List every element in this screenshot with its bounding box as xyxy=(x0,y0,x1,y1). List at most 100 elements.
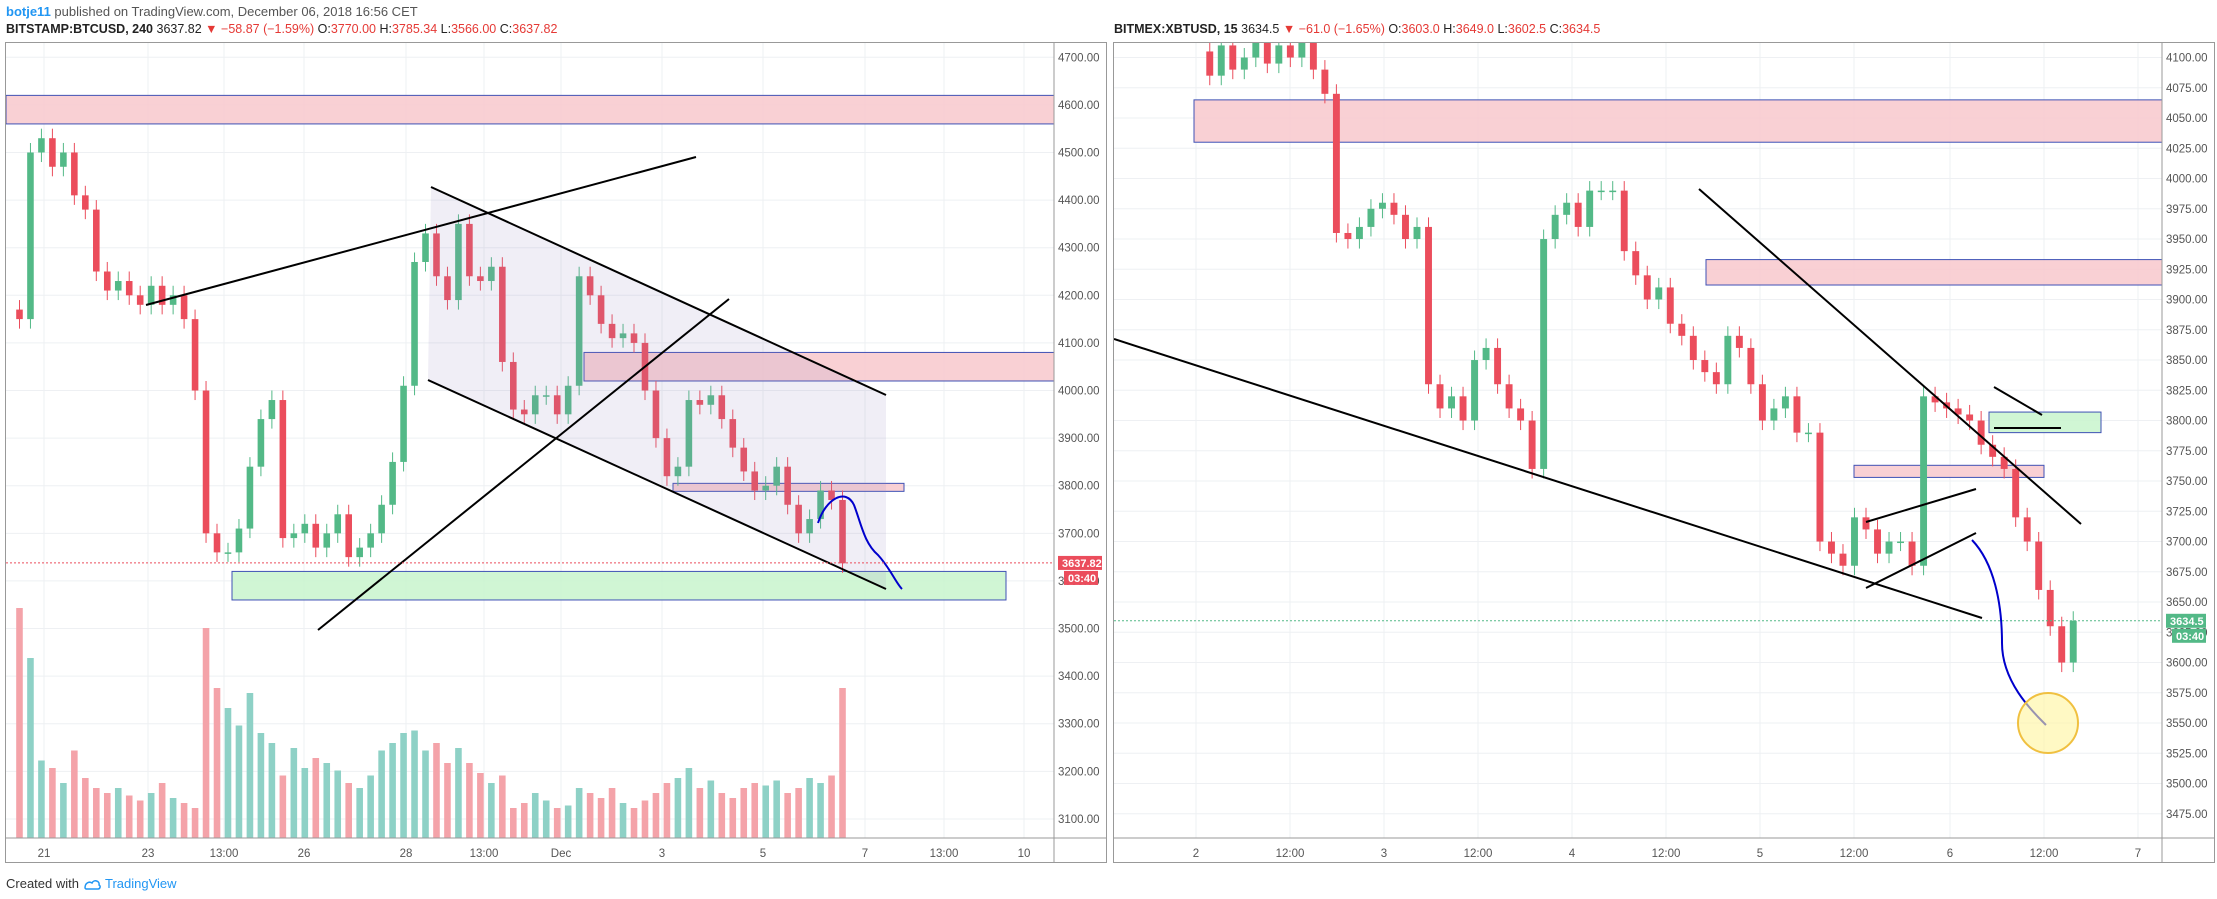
candle-body xyxy=(1851,517,1858,566)
candle-body xyxy=(1908,541,1916,566)
candle-body xyxy=(444,276,451,301)
candle-body xyxy=(367,533,374,548)
volume-bar xyxy=(817,783,824,838)
volume-bar xyxy=(564,805,572,838)
candle-body xyxy=(1309,39,1317,70)
price-tick-label: 4200.00 xyxy=(1058,290,1100,302)
volume-bar xyxy=(301,768,309,838)
right-time-tag-text: 03:40 xyxy=(2176,631,2204,643)
price-tick-label: 3100.00 xyxy=(1058,814,1100,826)
right-symbol[interactable]: BITMEX:XBTUSD, 15 xyxy=(1114,22,1238,36)
price-tick-label: 3925.00 xyxy=(2166,264,2208,276)
candle-body xyxy=(301,523,309,534)
right-chart-panel[interactable]: 3475.00 3500.00 3525.00 3550.00 3575.00 3600.… xyxy=(1113,23,2215,863)
volume-bar xyxy=(147,793,155,838)
candle-body xyxy=(93,209,100,272)
right-time-axis[interactable]: 2 12:00 3 12:00 4 12:00 5 12:00 6 12:00 7 xyxy=(1114,837,2214,860)
time-tick-label: 12:00 xyxy=(1276,848,1305,860)
time-tick-label: 13:00 xyxy=(210,848,239,860)
price-tick-label: 3600.00 xyxy=(2166,658,2208,670)
candle-body xyxy=(520,409,528,415)
candle-body xyxy=(1781,396,1789,409)
candle-body xyxy=(2023,517,2031,542)
volume-bar xyxy=(619,803,627,838)
right-chart[interactable]: 3475.00 3500.00 3525.00 3550.00 3575.00 3600.… xyxy=(1113,23,2214,862)
volume-bar xyxy=(795,788,802,838)
right-high: 3649.0 xyxy=(1455,22,1494,36)
time-tick-label: 13:00 xyxy=(470,848,499,860)
candle-body xyxy=(1505,384,1513,409)
time-tick-label: 13:00 xyxy=(930,848,959,860)
candle-body xyxy=(1804,432,1812,435)
volume-bar xyxy=(169,798,177,838)
volume-bar xyxy=(158,783,166,838)
left-last: 3637.82 xyxy=(156,22,202,36)
candle-body xyxy=(1701,360,1709,373)
candle-body xyxy=(1828,541,1835,554)
resistance-zone xyxy=(1705,259,2163,286)
volume-bar xyxy=(444,763,451,838)
candle-body xyxy=(1482,347,1490,361)
price-tick-label: 3875.00 xyxy=(2166,325,2208,337)
created-with-text: Created with xyxy=(6,876,79,891)
price-tick-label: 3500.00 xyxy=(2166,779,2208,791)
volume-bar xyxy=(828,775,835,838)
left-time-axis[interactable]: 21 23 13:00 26 28 13:00 Dec 3 5 7 13:00 10 xyxy=(6,837,1106,860)
volume-bar xyxy=(488,783,495,838)
candle-body xyxy=(1332,93,1340,233)
channel-bottom-line xyxy=(427,379,887,590)
volume-bar xyxy=(93,788,100,838)
candle-body xyxy=(290,533,298,539)
candle-body xyxy=(1874,529,1881,554)
candle-body xyxy=(1551,214,1559,240)
volume-bar xyxy=(784,793,791,838)
volume-bar xyxy=(400,733,407,838)
candle-body xyxy=(1597,190,1605,193)
candle-body xyxy=(1540,239,1548,469)
candle-body xyxy=(674,466,682,477)
candle-body xyxy=(1678,323,1686,336)
volume-bar xyxy=(389,743,396,838)
price-tick-label: 3975.00 xyxy=(2166,204,2208,216)
candle-body xyxy=(169,295,177,305)
volume-bar xyxy=(433,743,440,838)
candle-body xyxy=(1471,360,1479,421)
candle-body xyxy=(1816,432,1824,542)
candle-body xyxy=(1528,420,1536,469)
publish-info: published on TradingView.com, December 0… xyxy=(54,4,418,19)
candle-body xyxy=(1620,190,1628,252)
candle-body xyxy=(1367,208,1375,227)
candle-body xyxy=(334,514,342,534)
candle-body xyxy=(729,419,737,448)
candle-body xyxy=(136,295,144,305)
candle-body xyxy=(718,395,726,420)
volume-bar xyxy=(740,788,748,838)
candle-body xyxy=(1966,414,1974,421)
candle-body xyxy=(1689,335,1697,361)
author-name[interactable]: botje11 xyxy=(6,4,51,19)
volume-bar xyxy=(608,788,616,838)
candle-body xyxy=(1655,287,1663,300)
tradingview-link[interactable]: TradingView xyxy=(104,876,177,891)
candle-body xyxy=(1920,396,1928,566)
price-tick-label: 3850.00 xyxy=(2166,355,2208,367)
left-chart-panel[interactable]: 3100.003200.003300.003400.003500.003600.… xyxy=(5,42,1107,863)
price-tick-label: 4000.00 xyxy=(2166,174,2208,186)
price-tick-label: 3700.00 xyxy=(1058,528,1100,540)
left-drawings xyxy=(145,156,903,631)
candle-body xyxy=(542,395,550,397)
left-price-axis[interactable]: 3100.003200.003300.003400.003500.003600.… xyxy=(1053,43,1100,862)
volume-bar xyxy=(27,658,34,838)
volume-bar xyxy=(323,763,331,838)
right-price-axis[interactable]: 3475.00 3500.00 3525.00 3550.00 3575.00 3600.… xyxy=(2161,43,2208,862)
price-tick-label: 4300.00 xyxy=(1058,243,1100,255)
volume-bar xyxy=(455,748,462,838)
candle-body xyxy=(1240,57,1248,70)
candle-body xyxy=(1897,541,1904,544)
price-tick-label: 3550.00 xyxy=(2166,718,2208,730)
left-candles xyxy=(16,128,846,573)
left-chart[interactable]: 3100.003200.003300.003400.003500.003600.… xyxy=(5,43,1106,862)
candle-body xyxy=(1275,45,1283,64)
left-symbol[interactable]: BITSTAMP:BTCUSD, 240 xyxy=(6,22,154,36)
candle-body xyxy=(597,295,605,324)
